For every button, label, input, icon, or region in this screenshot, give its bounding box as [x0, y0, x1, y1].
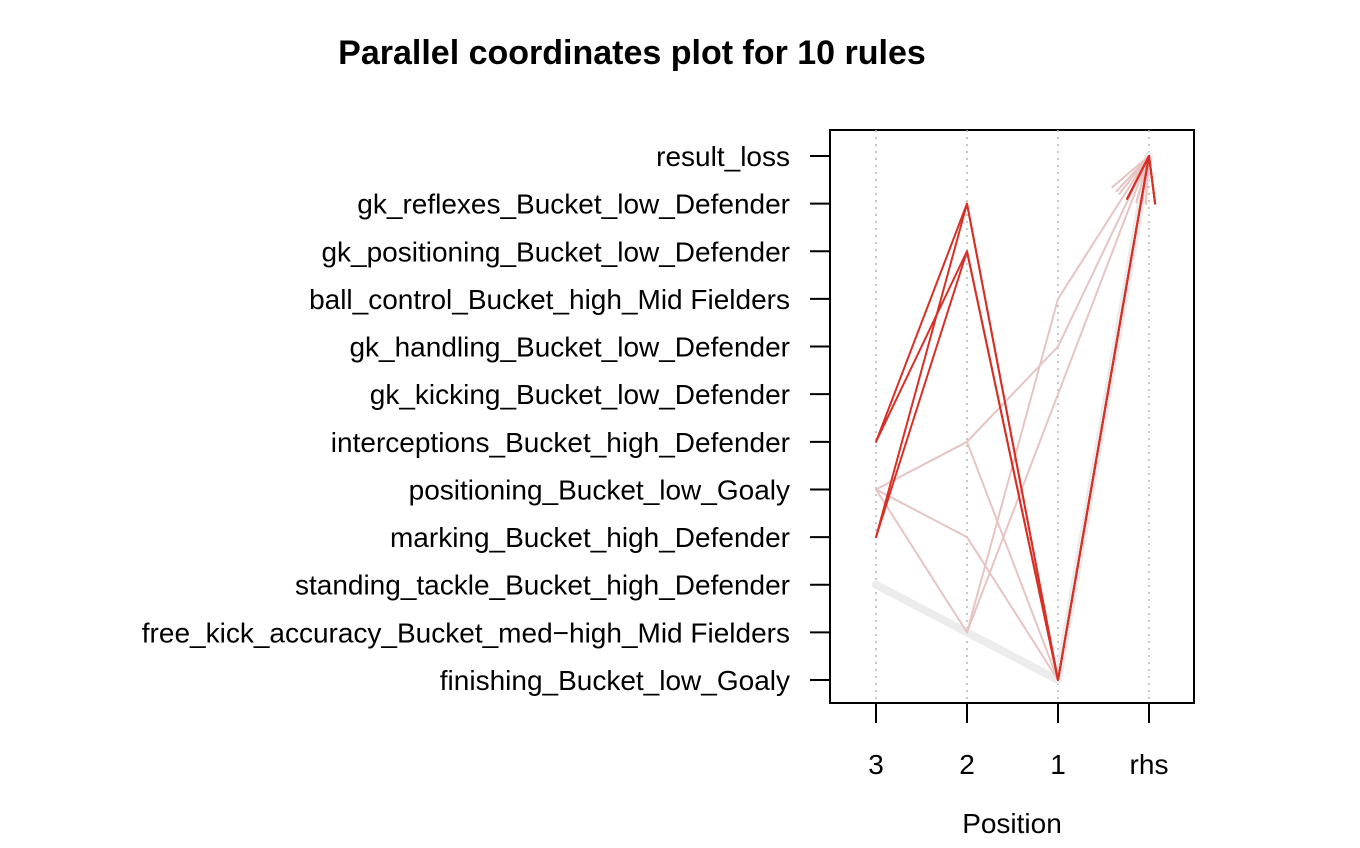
y-tick-label-6: interceptions_Bucket_high_Defender: [331, 427, 790, 458]
rule-line-9: [872, 152, 1153, 684]
y-tick-label-0: result_loss: [656, 141, 790, 172]
y-tick-label-8: marking_Bucket_high_Defender: [390, 522, 790, 553]
rule-line-3: [875, 155, 1150, 681]
x-tick-label-2: 1: [1050, 749, 1066, 780]
y-tick-label-1: gk_reflexes_Bucket_low_Defender: [357, 189, 790, 220]
chart-title: Parallel coordinates plot for 10 rules: [338, 34, 926, 72]
y-tick-label-4: gk_handling_Bucket_low_Defender: [349, 332, 790, 363]
rule-line-2: [875, 155, 1150, 681]
y-tick-label-3: ball_control_Bucket_high_Mid Fielders: [309, 284, 790, 315]
x-tick-label-1: 2: [959, 749, 975, 780]
rule-line-0: [875, 155, 1150, 681]
x-axis-title: Position: [962, 808, 1062, 839]
x-tick-label-3: rhs: [1130, 749, 1169, 780]
y-tick-label-2: gk_positioning_Bucket_low_Defender: [321, 236, 790, 267]
y-tick-label-5: gk_kicking_Bucket_low_Defender: [370, 379, 790, 410]
rule-line-6: [875, 155, 1150, 681]
x-axis: 3 2 1 rhs: [868, 703, 1168, 780]
y-tick-label-11: finishing_Bucket_low_Goaly: [440, 665, 790, 696]
rule-lines: [872, 152, 1157, 684]
y-tick-label-7: positioning_Bucket_low_Goaly: [409, 474, 790, 505]
x-tick-label-0: 3: [868, 749, 884, 780]
rule-line-4: [875, 155, 1150, 491]
rule-line-1: [875, 155, 1150, 681]
plot-area: [829, 129, 1195, 704]
y-axis: result_loss gk_reflexes_Bucket_low_Defend…: [142, 141, 830, 696]
y-tick-label-10: free_kick_accuracy_Bucket_med−high_Mid F…: [142, 617, 790, 648]
y-tick-label-9: standing_tackle_Bucket_high_Defender: [295, 570, 790, 601]
rule-arrowhead-3: [1126, 155, 1157, 205]
grid-lines: [875, 130, 1150, 703]
rule-line-8: [966, 155, 1150, 634]
